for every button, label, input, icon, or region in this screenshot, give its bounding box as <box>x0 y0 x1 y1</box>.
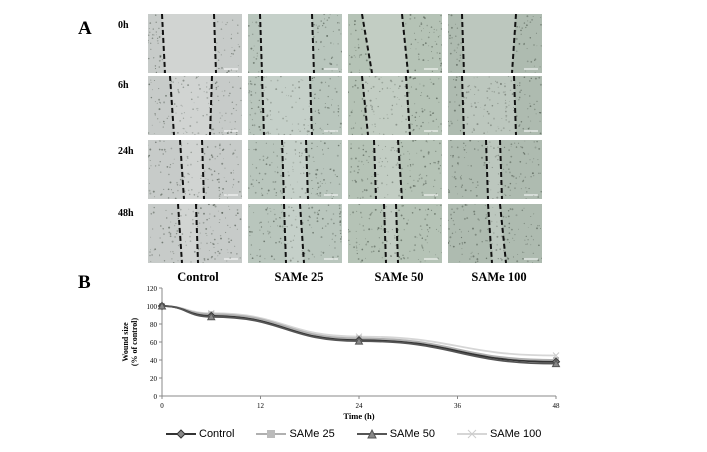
x-tick-label: 12 <box>257 402 265 410</box>
micrograph-same-100-6h <box>448 76 542 135</box>
data-point-same-50 <box>354 336 364 345</box>
x-axis-label: Time (h) <box>343 411 374 421</box>
micrograph-control-48h <box>148 204 242 263</box>
legend-item-same25: SAMe 25 <box>256 428 335 440</box>
micrograph-same-100-0h <box>448 14 542 73</box>
x-tick-label: 24 <box>356 402 364 410</box>
x-tick-label: 48 <box>553 402 561 410</box>
x-tick-label: 0 <box>160 402 164 410</box>
col-label-same25: SAMe 25 <box>274 270 324 284</box>
series-line-same-25 <box>161 305 557 361</box>
micrograph-same-50-0h <box>348 14 442 73</box>
micrograph-control-0h <box>148 14 242 73</box>
micrograph-control-6h <box>148 76 242 135</box>
row-label-6h: 6h <box>118 80 129 91</box>
legend-marker-triangle-icon <box>356 429 387 439</box>
legend-item-same50: SAMe 50 <box>356 428 435 440</box>
data-point-same-50 <box>157 301 167 310</box>
col-label-same50: SAMe 50 <box>374 270 424 284</box>
data-point-same-50 <box>551 359 561 368</box>
micrograph-control-24h <box>148 140 242 199</box>
micrograph-same-50-6h <box>348 76 442 135</box>
legend-item-control: Control <box>166 428 234 440</box>
legend-marker-square-icon <box>256 430 287 438</box>
y-tick-label: 100 <box>147 303 158 311</box>
micrograph-same-100-24h <box>448 140 542 199</box>
chart-legend: Control SAMe 25 SAMe 50 SAMe 100 <box>166 428 563 440</box>
y-tick-label: 20 <box>150 375 158 383</box>
row-label-0h: 0h <box>118 20 129 31</box>
y-tick-label: 80 <box>150 321 158 329</box>
panel-a-label: A <box>78 18 92 39</box>
legend-label-same50: SAMe 50 <box>389 428 435 440</box>
y-tick-label: 40 <box>150 357 158 365</box>
data-point-same-50 <box>206 312 216 321</box>
micrograph-same-100-48h <box>448 204 542 263</box>
y-tick-label: 120 <box>147 285 158 293</box>
col-label-control: Control <box>177 270 219 284</box>
col-label-same100: SAMe 100 <box>471 270 527 284</box>
y-tick-label: 60 <box>150 339 158 347</box>
micrograph-same-25-48h <box>248 204 342 263</box>
legend-marker-x-icon <box>456 429 487 439</box>
legend-label-same100: SAMe 100 <box>489 428 542 440</box>
legend-item-same100: SAMe 100 <box>456 428 542 440</box>
legend-label-same25: SAMe 25 <box>289 428 335 440</box>
x-tick-label: 36 <box>454 402 462 410</box>
micrograph-same-25-24h <box>248 140 342 199</box>
row-label-24h: 24h <box>118 146 134 157</box>
y-axis-label-line2: (% of control) <box>130 318 139 367</box>
series-line-same-50 <box>161 305 557 365</box>
legend-label-control: Control <box>199 428 235 440</box>
micrograph-same-50-48h <box>348 204 442 263</box>
micrograph-same-25-0h <box>248 14 342 73</box>
panel-b-label: B <box>78 272 91 293</box>
micrograph-same-25-6h <box>248 76 342 135</box>
row-label-48h: 48h <box>118 208 134 219</box>
micrograph-same-50-24h <box>348 140 442 199</box>
y-tick-label: 0 <box>154 393 158 401</box>
legend-marker-diamond-icon <box>166 429 196 439</box>
y-axis-label-line1: Wound size <box>121 322 130 362</box>
